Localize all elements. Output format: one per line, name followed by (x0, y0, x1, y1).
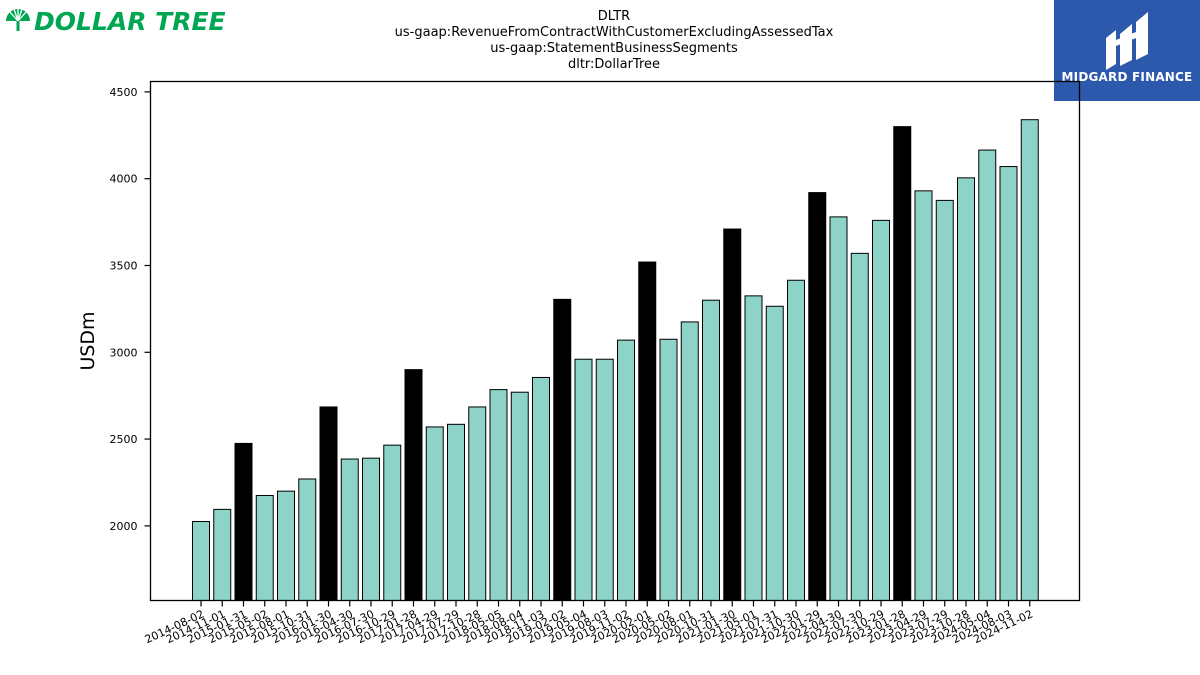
plot-frame (149, 80, 1081, 602)
bar (468, 406, 487, 601)
bar (255, 494, 274, 602)
midgard-finance-logo-text: MIDGARD FINANCE (1061, 70, 1193, 84)
bar (914, 190, 933, 601)
bar-series (192, 119, 1039, 602)
bar (532, 376, 550, 602)
bar (319, 406, 338, 601)
tree-icon (6, 8, 30, 31)
bar (277, 490, 295, 601)
bar (659, 338, 678, 601)
bar (765, 305, 784, 601)
midgard-finance-logo: MIDGARD FINANCE (1054, 0, 1200, 101)
bar (213, 508, 232, 601)
midgard-mark-icon (1106, 12, 1148, 70)
bar (595, 358, 614, 602)
y-axis-label: USDm (77, 311, 99, 370)
chart-title-line: us-gaap:StatementBusinessSegments (490, 41, 738, 56)
chart-title-line: dltr:DollarTree (568, 57, 660, 72)
y-axis: 2000 2500 3000 3500 4000 4500 (110, 86, 151, 533)
bar (999, 166, 1018, 602)
bar (744, 295, 763, 601)
dollar-tree-logo: DOLLAR TREE (4, 4, 254, 36)
bar (723, 228, 742, 601)
chart-title: DLTRus-gaap:RevenueFromContractWithCusto… (395, 9, 834, 72)
bar (829, 216, 848, 601)
bar (935, 199, 954, 601)
y-tick-label: 3000 (110, 346, 138, 359)
x-axis: 2014-08-022014-11-012015-01-312015-05-02… (143, 600, 1035, 646)
bar (404, 369, 423, 602)
bar (638, 261, 657, 601)
bar (340, 458, 359, 601)
y-tick-label: 2000 (110, 520, 138, 533)
bar (850, 252, 869, 601)
y-tick-label: 4000 (110, 173, 138, 186)
bar (383, 444, 402, 601)
bar (680, 321, 699, 601)
dollar-tree-logo-text: DOLLAR TREE (34, 7, 226, 36)
bar (893, 126, 912, 601)
bar (872, 219, 890, 602)
bar (553, 298, 572, 601)
bar (362, 457, 380, 602)
y-tick-label: 4500 (110, 86, 138, 99)
bar (298, 478, 317, 601)
bar (425, 426, 444, 602)
y-tick-label: 3500 (110, 259, 138, 272)
bar (234, 442, 253, 601)
y-tick-label: 2500 (110, 433, 138, 446)
bar (617, 339, 635, 601)
bar (1020, 119, 1039, 601)
bar (574, 358, 593, 602)
bar (787, 279, 805, 601)
bar (808, 192, 827, 601)
bar (957, 177, 975, 601)
bar (489, 389, 508, 601)
bar (978, 149, 997, 601)
bar (702, 299, 720, 601)
bar (510, 391, 529, 601)
bar (447, 423, 465, 601)
chart-title-line: us-gaap:RevenueFromContractWithCustomerE… (395, 25, 834, 40)
chart-title-line: DLTR (598, 9, 630, 24)
bar (192, 521, 210, 602)
